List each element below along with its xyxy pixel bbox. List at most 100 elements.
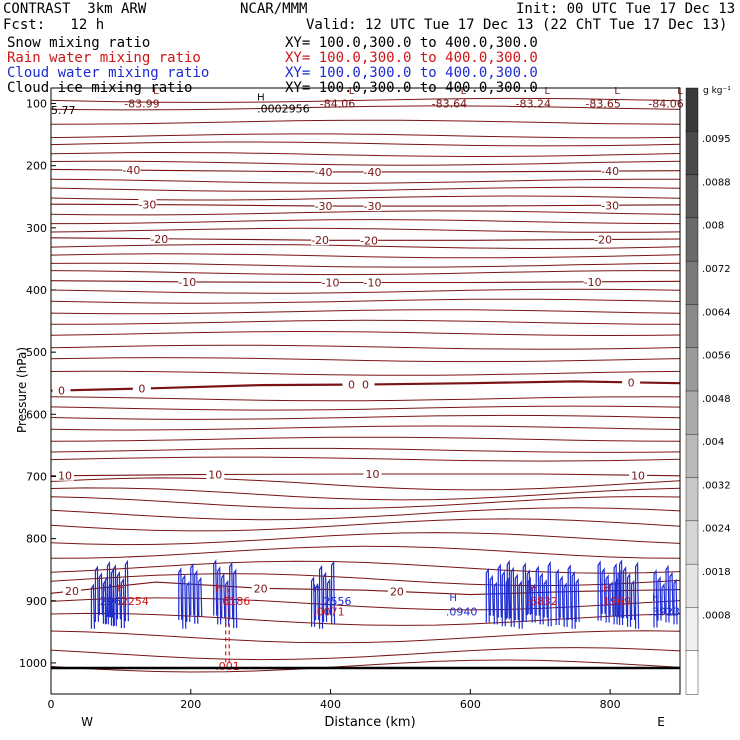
isotherm-label-bg xyxy=(122,164,141,176)
x-tick-label: 400 xyxy=(320,698,341,711)
colorbar-swatch xyxy=(685,174,699,219)
forecast-hour: Fcst: 12 h xyxy=(3,17,105,33)
annotation-value: .0940 xyxy=(446,605,478,618)
colorbar-swatch xyxy=(685,520,699,565)
legend-cloud-water-label: Cloud water mixing ratio xyxy=(7,65,210,81)
cloud-water-contour xyxy=(653,564,678,628)
isotherm-label: 0 xyxy=(58,384,65,397)
high-marker: H xyxy=(103,583,111,594)
init-time: Init: 00 UTC Tue 17 Dec 13 xyxy=(516,1,736,17)
cloud-water-contour xyxy=(506,559,531,629)
high-marker: H xyxy=(313,583,321,594)
legend-rain-label: Rain water mixing ratio xyxy=(7,50,201,66)
isotherm-line xyxy=(51,219,681,225)
isotherm-label: 10 xyxy=(365,468,379,481)
isotherm-label: -10 xyxy=(584,276,602,289)
isotherm-label-bg xyxy=(594,233,613,245)
isotherm-line xyxy=(50,507,681,521)
isotherm-label: -20 xyxy=(360,234,378,247)
isotherm-line xyxy=(50,344,681,350)
isotherm-line xyxy=(50,262,681,268)
x-axis-label: Distance (km) xyxy=(324,715,415,730)
isotherm-label: -20 xyxy=(150,233,168,246)
isotherm-label: -30 xyxy=(364,200,382,213)
isotherm-label-bg xyxy=(363,467,382,479)
colorbar-swatch xyxy=(685,217,699,262)
isotherm-line xyxy=(50,298,681,304)
x-tick-label: 0 xyxy=(48,698,55,711)
isotherm-line xyxy=(50,253,681,259)
cloud-water-contour xyxy=(555,564,580,629)
isotherm-line xyxy=(50,186,681,192)
isotherm-label-bg xyxy=(321,276,340,288)
isotherm-line xyxy=(50,630,681,644)
isotherm-line xyxy=(50,425,681,431)
organization: NCAR/MMM xyxy=(240,1,308,17)
isotherm-line xyxy=(50,141,681,147)
low-marker: L xyxy=(614,86,620,97)
annotation-value: 5.77 xyxy=(51,104,76,117)
y-tick-label: 200 xyxy=(26,160,47,173)
isotherm-line xyxy=(50,309,681,315)
isotherm-line xyxy=(50,97,681,103)
isotherm-label-bg xyxy=(363,200,382,212)
high-marker: H xyxy=(652,593,660,604)
isotherm-line xyxy=(50,545,681,559)
isotherm-label: 10 xyxy=(58,470,72,483)
colorbar-swatch xyxy=(685,650,699,695)
isotherm-label-bg xyxy=(601,165,620,177)
isotherm-label: 0 xyxy=(138,383,145,396)
cloud-water-contour xyxy=(90,561,116,629)
isotherm-label: 10 xyxy=(208,469,222,482)
y-tick-label: 100 xyxy=(26,98,47,111)
isotherm-line xyxy=(50,370,681,376)
colorbar-tick-label: .0024 xyxy=(702,524,731,535)
isotherm-label-bg xyxy=(138,198,157,210)
isotherm-line xyxy=(50,357,681,363)
legend-rain-xy: XY= 100.0,300.0 to 400.0,300.0 xyxy=(285,50,538,66)
isotherm-line xyxy=(50,456,681,462)
colorbar-swatch xyxy=(685,347,699,392)
x-tick-label: 800 xyxy=(600,698,621,711)
legend-cloud-water-xy: XY= 100.0,300.0 to 400.0,300.0 xyxy=(285,65,538,81)
low-marker: L xyxy=(349,86,355,97)
isotherm-line xyxy=(50,396,681,402)
low-value: -83.99 xyxy=(124,98,159,111)
isotherm-line xyxy=(50,405,681,411)
y-tick-label: 1000 xyxy=(19,657,47,670)
low-marker: L xyxy=(153,86,159,97)
isotherm-line xyxy=(50,119,681,125)
low-value: -83.24 xyxy=(515,98,550,111)
y-tick-label: 300 xyxy=(26,222,47,235)
isotherm-line xyxy=(50,288,681,294)
colorbar-tick-label: .0095 xyxy=(702,134,731,145)
colorbar-units: g kg⁻¹ xyxy=(703,86,731,96)
high-marker: H xyxy=(257,92,265,103)
isotherm-label-bg xyxy=(206,468,225,480)
axes: 0 200 400 600 800100200300400500600700800900… xyxy=(19,98,621,711)
annotation-value: .6186 xyxy=(219,595,251,608)
colorbar-tick-label: .004 xyxy=(702,437,724,448)
isotherm-label-bg xyxy=(314,200,333,212)
isotherm-label-bg xyxy=(363,165,382,177)
isotherm-label-bg xyxy=(363,276,382,288)
annotation-value: .0071 xyxy=(313,605,345,618)
isotherm-label-bg xyxy=(342,378,361,390)
isotherm-line xyxy=(50,160,681,166)
cloud-water-contour xyxy=(614,559,640,629)
isotherm-label: -20 xyxy=(594,233,612,246)
isotherm-label-bg xyxy=(629,469,648,481)
annotation-value: .6832 xyxy=(526,595,558,608)
annotation-value: .0002956 xyxy=(257,103,310,116)
isotherm-label: -20 xyxy=(311,234,329,247)
isotherm-label: 20 xyxy=(390,586,404,599)
isotherm-line xyxy=(50,133,681,139)
colorbar-swatch xyxy=(685,390,699,435)
isotherm-20 xyxy=(50,581,681,596)
isotherm-line xyxy=(50,105,681,111)
colorbar-swatch xyxy=(685,304,699,349)
annotation-value: .3923 xyxy=(649,605,681,618)
isotherm-label-bg xyxy=(359,234,378,246)
colorbar-tick-label: .0088 xyxy=(702,177,731,188)
